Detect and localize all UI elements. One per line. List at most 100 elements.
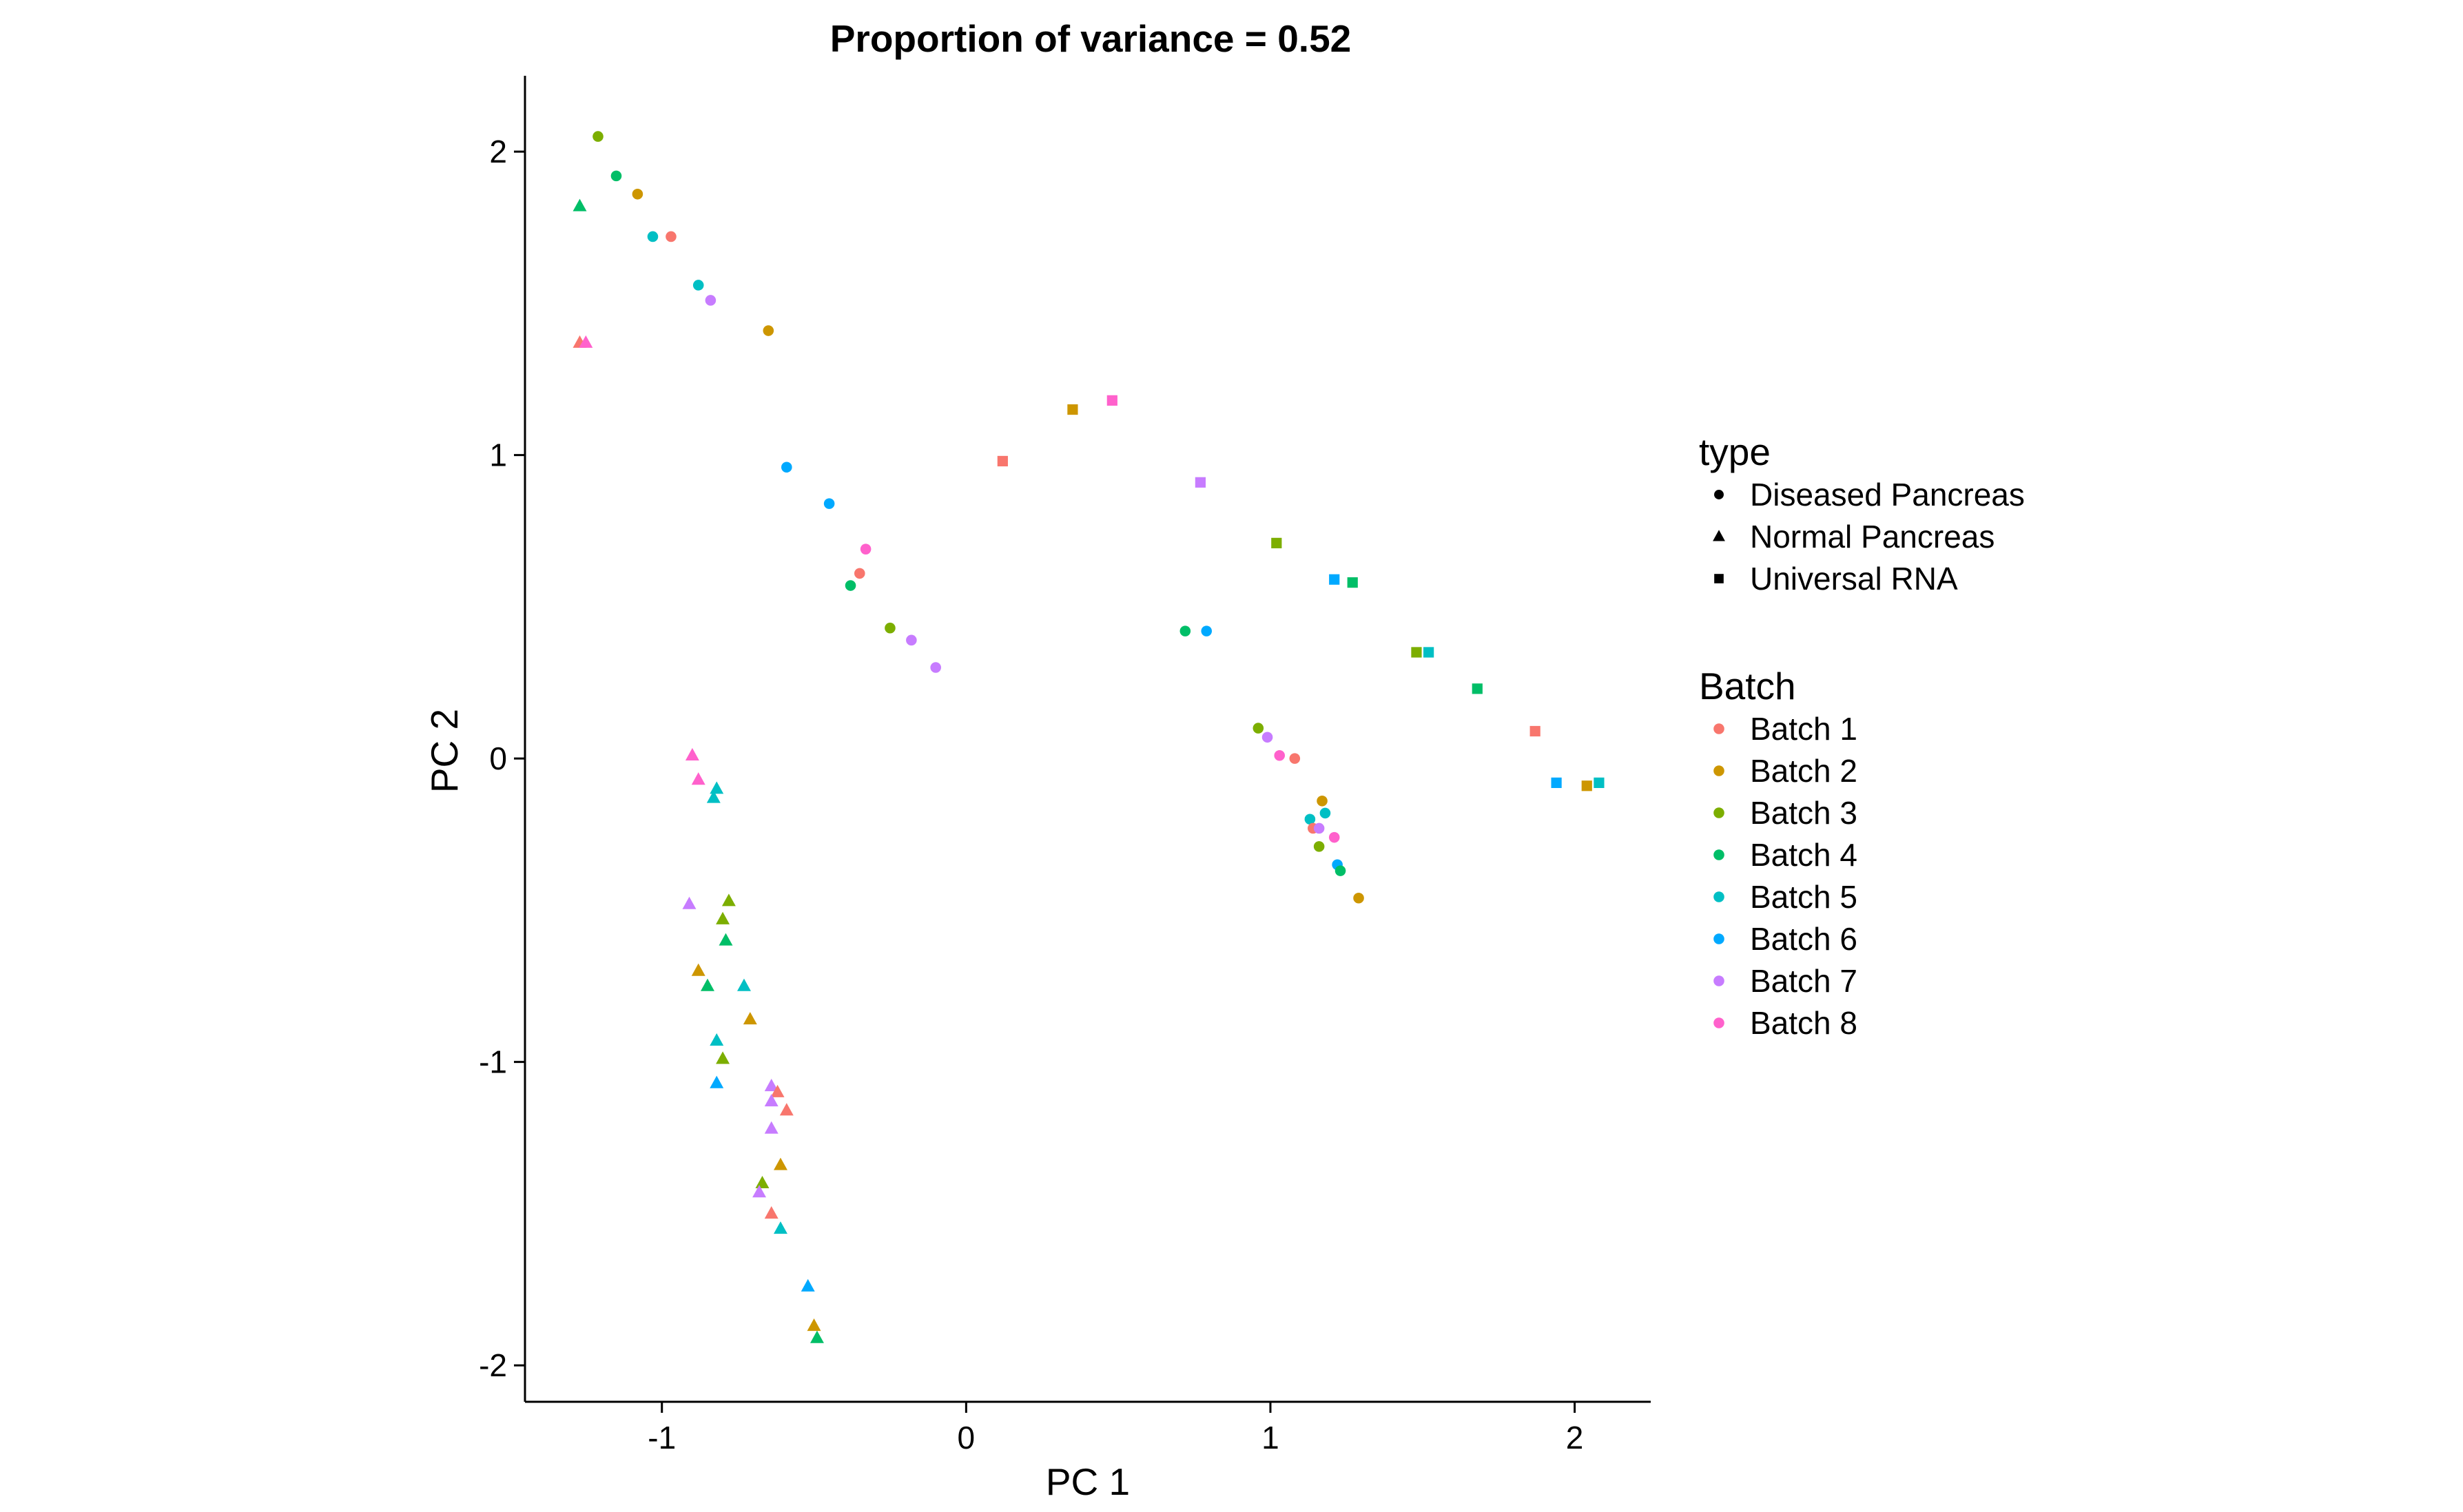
legend-key-batch-7 (1713, 975, 1724, 986)
data-point-batch-3-normal-pancreas (721, 893, 736, 907)
legend-label: Batch 5 (1750, 879, 1857, 915)
data-point-batch-2-diseased-pancreas (1317, 796, 1328, 807)
data-point-batch-2-normal-pancreas (691, 963, 705, 976)
legend-batch-title: Batch (1699, 665, 1796, 707)
legend: type Diseased Pancreas Normal Pancreas Uni… (1699, 431, 2025, 1041)
data-point-batch-7-diseased-pancreas (1261, 732, 1273, 743)
data-point-batch-2-diseased-pancreas (1353, 892, 1364, 904)
y-tick-label: -1 (479, 1044, 507, 1080)
data-point-batch-4-diseased-pancreas (1334, 865, 1346, 876)
data-point-batch-6-universal-rna (1551, 777, 1562, 788)
data-point-batch-5-diseased-pancreas (647, 231, 659, 242)
data-point-batch-6-diseased-pancreas (823, 498, 835, 509)
x-tick-label: 1 (1261, 1420, 1279, 1456)
data-point-batch-2-diseased-pancreas (763, 325, 774, 336)
data-point-batch-6-normal-pancreas (801, 1278, 815, 1292)
legend-batch-items: Batch 1 Batch 2 Batch 3 Batch 4 Batch 5 Batch… (1713, 711, 1857, 1041)
y-tick-label: -2 (479, 1347, 507, 1383)
chart-title: Proportion of variance = 0.52 (830, 17, 1352, 60)
legend-key-batch-2 (1713, 765, 1724, 776)
data-point-batch-6-universal-rna (1329, 574, 1340, 585)
data-point-batch-3-normal-pancreas (755, 1176, 770, 1189)
data-point-batch-7-normal-pancreas (752, 1185, 767, 1198)
legend-key-batch-5 (1713, 891, 1724, 902)
data-point-batch-8-diseased-pancreas (1274, 749, 1286, 761)
data-point-batch-6-diseased-pancreas (781, 462, 792, 473)
data-point-batch-3-universal-rna (1411, 647, 1422, 658)
legend-label: Batch 1 (1750, 711, 1857, 747)
data-point-batch-3-normal-pancreas (716, 911, 730, 924)
data-point-batch-5-normal-pancreas (736, 978, 751, 991)
data-point-batch-8-normal-pancreas (579, 335, 593, 348)
legend-label: Batch 2 (1750, 753, 1857, 789)
legend-key-batch-1 (1713, 723, 1724, 734)
legend-label: Universal RNA (1750, 561, 1958, 597)
legend-label: Batch 6 (1750, 921, 1857, 957)
legend-label: Normal Pancreas (1750, 519, 1995, 555)
data-point-batch-8-diseased-pancreas (860, 543, 872, 555)
data-point-batch-1-diseased-pancreas (854, 568, 865, 579)
data-point-batch-5-normal-pancreas (773, 1221, 787, 1234)
data-point-batch-4-diseased-pancreas (610, 170, 622, 182)
legend-item-batch-1: Batch 1 (1713, 711, 1857, 747)
data-point-batch-4-universal-rna (1472, 683, 1483, 694)
legend-item-batch-3: Batch 3 (1713, 795, 1857, 831)
y-tick-label: 1 (489, 437, 507, 473)
data-point-batch-1-universal-rna (997, 455, 1008, 467)
legend-key-square (1714, 574, 1724, 583)
data-point-batch-7-normal-pancreas (682, 896, 697, 909)
data-point-batch-7-diseased-pancreas (906, 634, 917, 646)
legend-key-batch-3 (1713, 807, 1724, 818)
data-point-batch-5-universal-rna (1423, 647, 1434, 658)
data-point-batch-3-diseased-pancreas (1313, 841, 1325, 852)
legend-item-batch-7: Batch 7 (1713, 963, 1857, 999)
data-point-batch-5-diseased-pancreas (692, 280, 704, 291)
data-point-batch-4-normal-pancreas (573, 198, 587, 211)
legend-label: Batch 4 (1750, 837, 1857, 873)
data-point-batch-3-diseased-pancreas (885, 622, 896, 634)
data-point-batch-7-normal-pancreas (764, 1094, 779, 1107)
legend-key-circle (1714, 490, 1724, 499)
data-point-batch-4-normal-pancreas (719, 933, 733, 946)
x-tick-label: -1 (648, 1420, 676, 1456)
data-point-batch-3-universal-rna (1271, 537, 1282, 548)
y-tick-label: 2 (489, 134, 507, 169)
data-point-batch-2-normal-pancreas (773, 1157, 787, 1170)
data-point-batch-1-normal-pancreas (764, 1206, 779, 1219)
data-point-batch-4-diseased-pancreas (1179, 625, 1191, 636)
data-point-batch-7-diseased-pancreas (930, 662, 941, 673)
x-tick-label: 0 (958, 1420, 976, 1456)
x-axis-ticks: -1 0 1 2 (648, 1402, 1583, 1456)
legend-label: Batch 8 (1750, 1005, 1857, 1041)
legend-item-universal-rna: Universal RNA (1714, 561, 1958, 597)
data-point-batch-2-diseased-pancreas (632, 189, 643, 200)
data-point-batch-3-diseased-pancreas (592, 131, 604, 142)
legend-key-batch-8 (1713, 1017, 1724, 1028)
legend-label: Batch 7 (1750, 963, 1857, 999)
data-point-batch-8-diseased-pancreas (1328, 831, 1340, 843)
legend-item-batch-2: Batch 2 (1713, 753, 1857, 789)
legend-label: Diseased Pancreas (1750, 477, 2025, 512)
data-point-batch-4-normal-pancreas (810, 1330, 824, 1343)
data-point-batch-1-diseased-pancreas (1289, 753, 1301, 764)
legend-type-items: Diseased Pancreas Normal Pancreas Universa… (1713, 477, 2025, 597)
y-axis-ticks: -2 -1 0 1 2 (479, 134, 525, 1383)
data-point-batch-7-diseased-pancreas (705, 295, 717, 306)
legend-type-title: type (1699, 431, 1771, 473)
data-point-batch-5-normal-pancreas (706, 790, 721, 803)
data-point-batch-3-normal-pancreas (716, 1051, 730, 1064)
data-point-batch-2-normal-pancreas (807, 1318, 821, 1332)
data-point-batch-1-normal-pancreas (779, 1103, 794, 1116)
legend-item-batch-4: Batch 4 (1713, 837, 1857, 873)
legend-item-normal-pancreas: Normal Pancreas (1713, 519, 1995, 555)
data-point-batch-7-normal-pancreas (764, 1079, 779, 1092)
data-point-batch-5-normal-pancreas (710, 781, 724, 794)
data-point-batch-5-normal-pancreas (710, 1033, 724, 1046)
legend-key-batch-4 (1713, 849, 1724, 860)
data-point-batch-1-normal-pancreas (770, 1084, 785, 1097)
legend-key-triangle (1713, 530, 1725, 541)
data-point-batch-4-diseased-pancreas (845, 580, 856, 591)
plot-area: -1 0 1 2 -2 -1 0 1 2 (479, 76, 1651, 1456)
x-axis-title: PC 1 (1046, 1460, 1130, 1503)
